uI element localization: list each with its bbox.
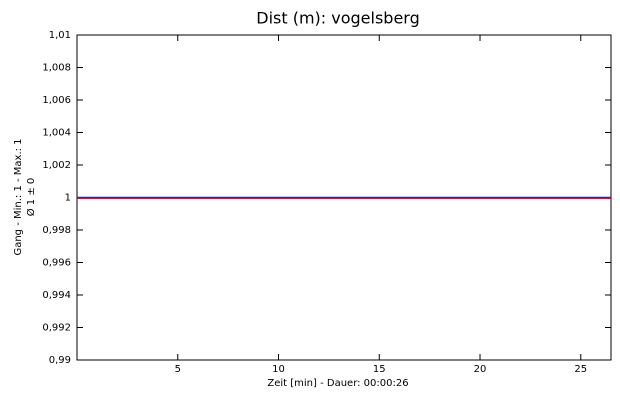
y-tick-label: 1 [65, 193, 71, 204]
y-tick-label: 0,99 [49, 355, 71, 366]
y-axis-label: Ø 1 ± 0 [25, 178, 37, 217]
x-tick-label: 25 [574, 364, 587, 375]
y-tick-label: 1,004 [42, 128, 71, 139]
y-tick-label: 1,006 [42, 95, 71, 106]
x-tick-label: 20 [474, 364, 487, 375]
y-tick-label: 1,002 [42, 160, 71, 171]
y-tick-label: 0,994 [42, 290, 71, 301]
chart-title: Dist (m): vogelsberg [256, 9, 420, 28]
x-tick-label: 5 [175, 364, 181, 375]
y-tick-label: 1,01 [49, 30, 71, 41]
y-axis-label: Gang - Min.: 1 - Max.: 1 [13, 138, 24, 255]
x-axis-label: Zeit [min] - Dauer: 00:00:26 [267, 378, 408, 389]
y-tick-label: 0,996 [42, 258, 71, 269]
x-tick-label: 15 [373, 364, 386, 375]
x-tick-label: 10 [272, 364, 285, 375]
y-tick-label: 1,008 [42, 63, 71, 74]
y-tick-label: 0,998 [42, 225, 71, 236]
y-tick-label: 0,992 [42, 323, 71, 334]
